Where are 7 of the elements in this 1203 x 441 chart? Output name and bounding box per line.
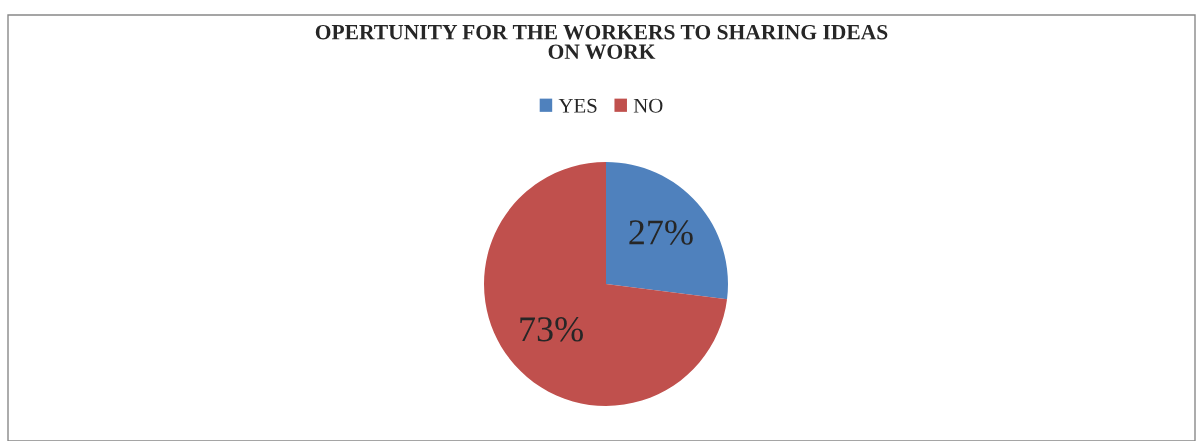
legend-label: YES [558, 98, 597, 113]
pie-slice [606, 162, 728, 300]
chart-title: OPERTUNITY FOR THE WORKERS TO SHARING IDEAS ON WORK [315, 24, 888, 60]
legend-label: NO [633, 98, 663, 113]
data-label: 27% [629, 220, 693, 245]
data-label: 73% [520, 317, 583, 342]
pie-slice [484, 162, 728, 406]
